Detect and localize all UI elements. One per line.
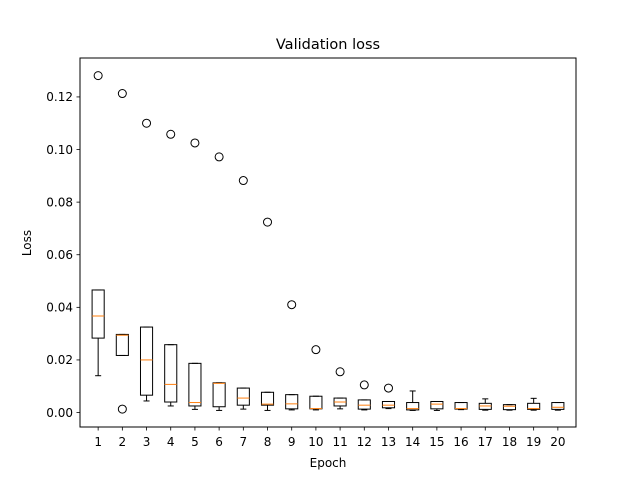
x-tick-label: 13 <box>381 435 396 449</box>
iqr-box <box>551 402 565 410</box>
iqr-box <box>285 394 299 410</box>
outlier-point <box>142 118 152 128</box>
box-epoch-19 <box>527 397 541 411</box>
box-epoch-2 <box>115 89 129 414</box>
iqr-box <box>236 387 250 406</box>
x-axis-label: Epoch <box>310 456 347 470</box>
box-epoch-8 <box>260 217 275 411</box>
box-epoch-12 <box>357 380 371 411</box>
x-tick-label: 2 <box>119 435 127 449</box>
x-tick-label: 6 <box>215 435 223 449</box>
iqr-box <box>357 399 371 410</box>
box-epoch-14 <box>406 390 420 411</box>
x-tick-label: 11 <box>332 435 347 449</box>
box-epoch-16 <box>454 402 468 411</box>
x-tick-label: 19 <box>526 435 541 449</box>
y-tick-label: 0.12 <box>46 90 73 104</box>
iqr-box <box>381 400 396 409</box>
x-tick-label: 16 <box>453 435 468 449</box>
box-epoch-17 <box>478 398 492 411</box>
y-tick-label: 0.02 <box>46 353 73 367</box>
box-epoch-11 <box>333 367 347 410</box>
x-tick-label: 10 <box>308 435 323 449</box>
box-epoch-4 <box>164 129 178 407</box>
outlier-point <box>311 345 321 355</box>
y-axis: 0.00 0.02 0.04 0.06 0.08 0.10 0.12 <box>46 90 80 420</box>
iqr-box <box>527 402 541 410</box>
outlier-point <box>214 152 224 162</box>
box-epoch-13 <box>381 383 396 410</box>
outlier-point <box>263 217 273 227</box>
outlier-point <box>117 89 127 99</box>
axes-frame <box>79 57 577 428</box>
chart-title: Validation loss <box>276 37 380 53</box>
x-tick-label: 12 <box>357 435 372 449</box>
iqr-box <box>502 404 517 411</box>
x-tick-label: 14 <box>405 435 420 449</box>
outlier-point <box>117 404 127 414</box>
iqr-box <box>430 400 444 410</box>
iqr-box <box>91 289 105 339</box>
iqr-box <box>164 344 178 403</box>
outlier-point <box>335 367 345 377</box>
x-axis: 1 2 3 4 5 6 7 8 9 10 11 12 13 14 15 16 17 18 19 20 <box>94 427 565 449</box>
box-epoch-1 <box>91 71 105 377</box>
box-epoch-20 <box>551 402 565 411</box>
box-epoch-5 <box>188 138 202 410</box>
x-tick-label: 5 <box>191 435 199 449</box>
x-tick-label: 9 <box>288 435 296 449</box>
box-epoch-7 <box>236 176 250 410</box>
outlier-point <box>238 176 248 186</box>
x-tick-label: 20 <box>550 435 565 449</box>
x-tick-label: 17 <box>478 435 493 449</box>
x-tick-label: 18 <box>502 435 517 449</box>
outlier-point <box>359 380 369 390</box>
iqr-box <box>454 402 468 410</box>
outlier-point <box>166 129 176 139</box>
x-tick-label: 8 <box>264 435 272 449</box>
x-tick-label: 1 <box>94 435 102 449</box>
y-tick-label: 0.04 <box>46 301 73 315</box>
box-epoch-3 <box>139 118 154 402</box>
iqr-box <box>212 382 226 408</box>
plot-area <box>91 71 565 414</box>
iqr-box <box>115 333 129 356</box>
outlier-point <box>190 138 200 148</box>
box-epoch-9 <box>285 300 299 411</box>
y-tick-label: 0.06 <box>46 248 73 262</box>
iqr-box <box>406 402 420 411</box>
iqr-box <box>260 391 275 406</box>
y-tick-label: 0.10 <box>46 143 73 157</box>
x-tick-label: 7 <box>239 435 247 449</box>
outlier-point <box>383 383 393 393</box>
x-tick-label: 4 <box>167 435 175 449</box>
iqr-box <box>139 326 154 396</box>
y-axis-label: Loss <box>20 230 34 256</box>
box-epoch-15 <box>430 400 444 411</box>
y-tick-label: 0.08 <box>46 195 73 209</box>
box-epoch-18 <box>502 404 517 411</box>
iqr-box <box>188 362 202 407</box>
x-tick-label: 15 <box>429 435 444 449</box>
outlier-point <box>287 300 297 310</box>
y-tick-label: 0.00 <box>46 406 73 420</box>
box-epoch-10 <box>309 345 323 411</box>
x-tick-label: 3 <box>143 435 151 449</box>
box-epoch-6 <box>212 152 226 411</box>
outlier-point <box>93 71 103 81</box>
